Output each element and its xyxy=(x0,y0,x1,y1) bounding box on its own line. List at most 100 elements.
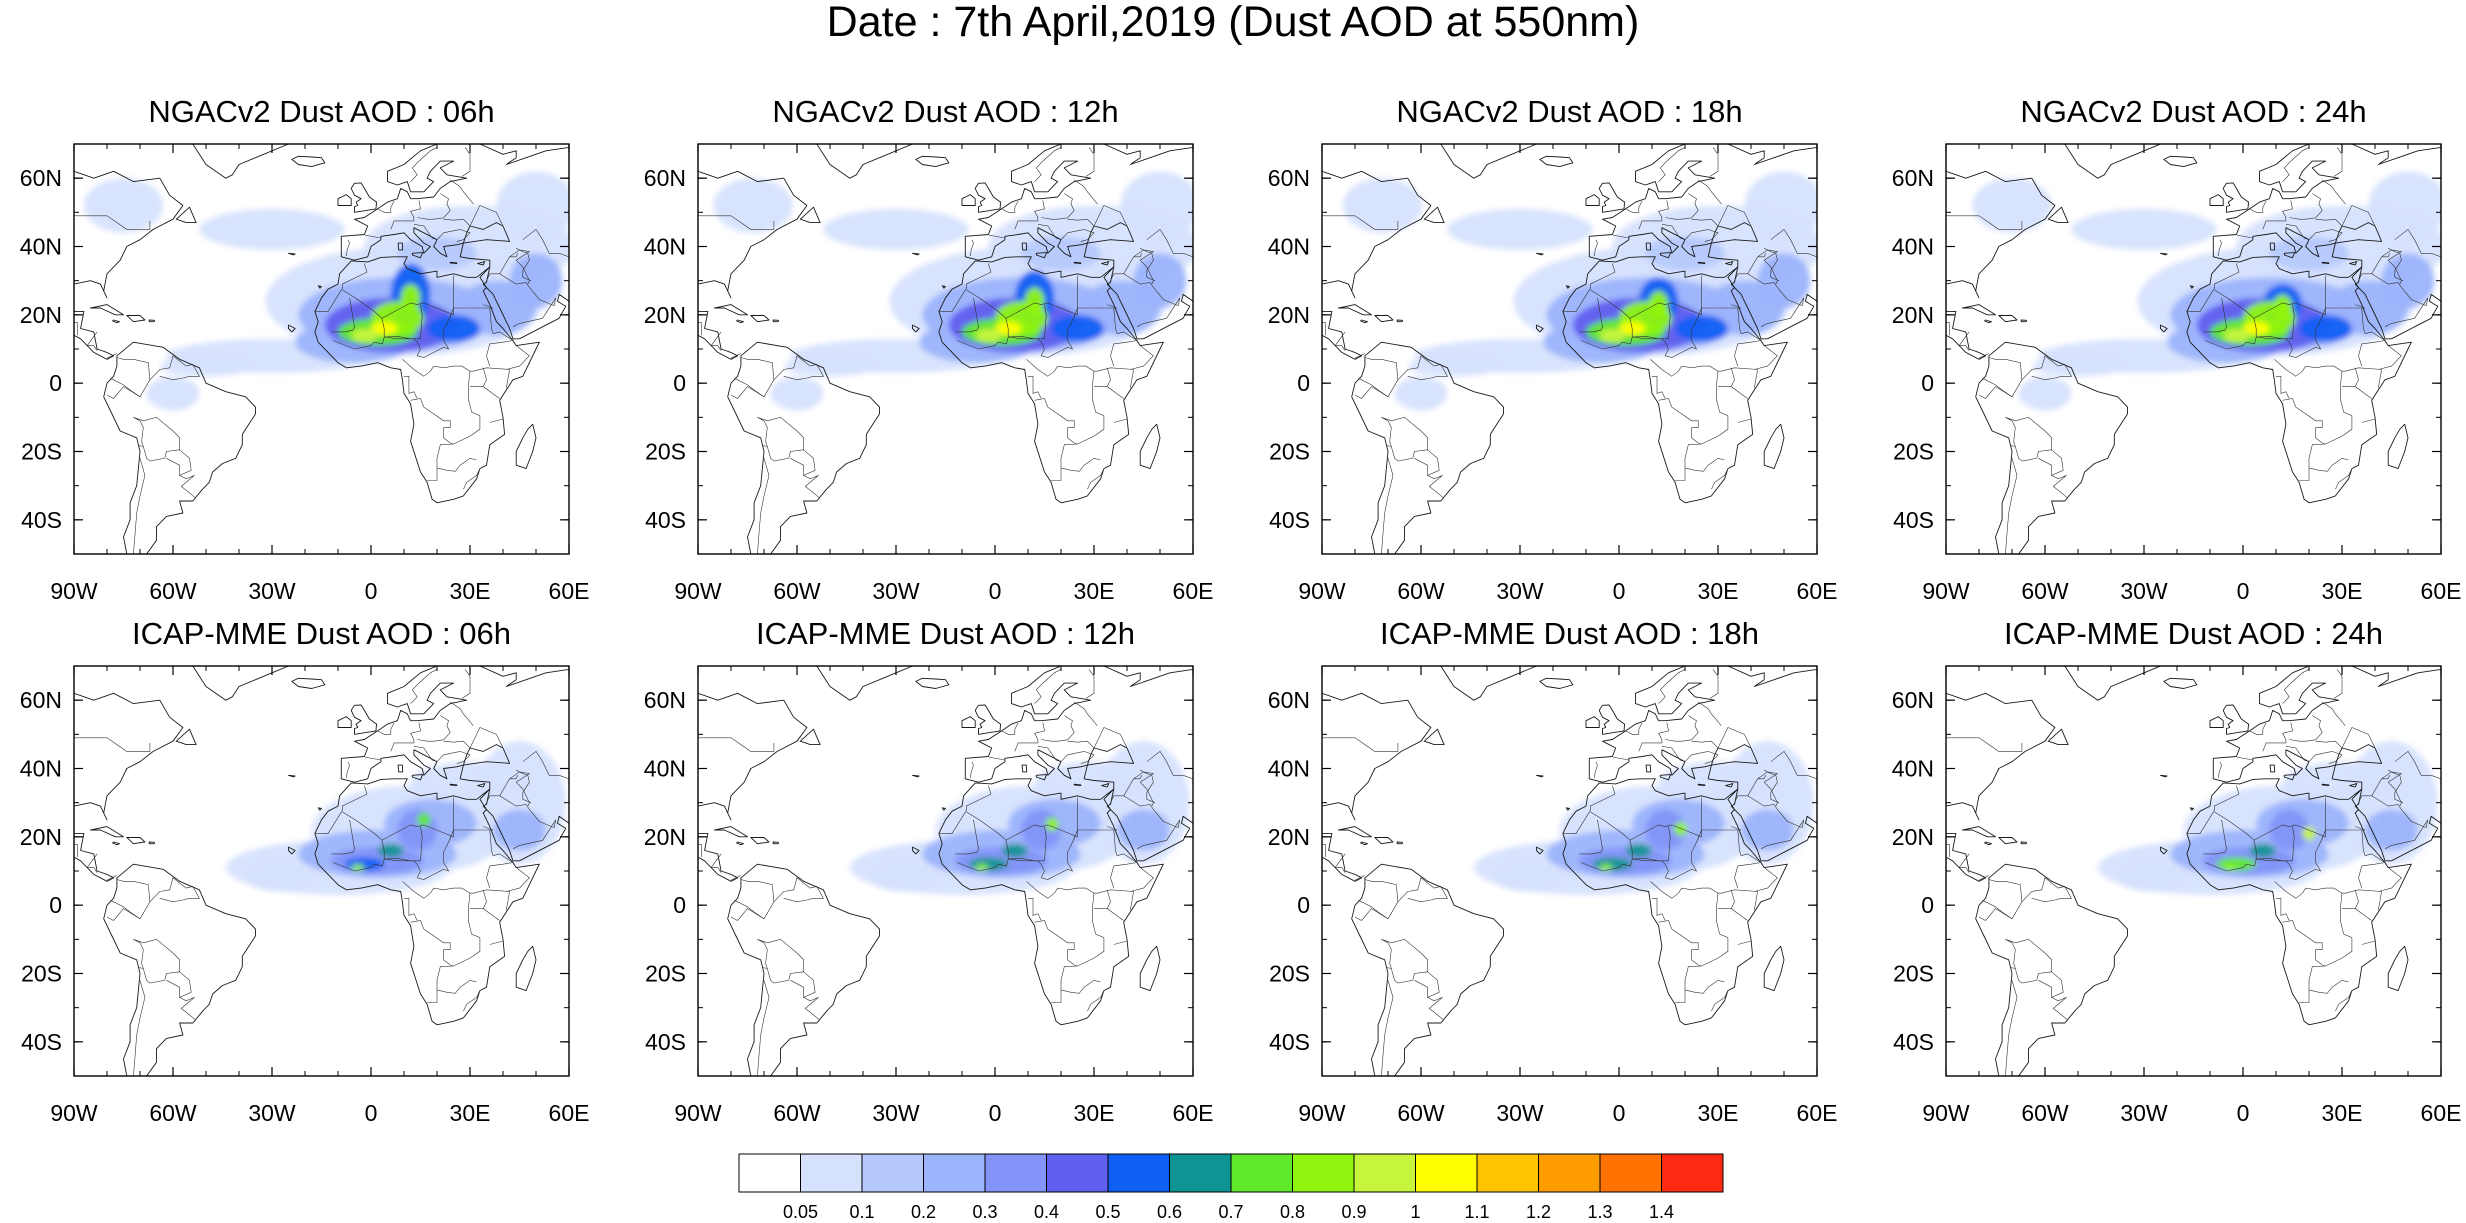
dust-aod-field xyxy=(1972,171,2441,411)
lat-tick-label: 0 xyxy=(673,370,686,396)
lon-tick-label: 90W xyxy=(1298,1100,1346,1126)
lat-tick-label: 20N xyxy=(20,302,62,328)
lon-tick-label: 60E xyxy=(1797,1100,1838,1126)
dust-aod-field xyxy=(2097,741,2438,895)
colorbar-swatch xyxy=(1538,1153,1601,1193)
colorbar-tick-label: 1.1 xyxy=(1464,1202,1490,1222)
lon-tick-label: 60W xyxy=(2021,1100,2069,1126)
lon-tick-label: 30W xyxy=(872,578,920,604)
lon-tick-label: 60W xyxy=(2021,578,2069,604)
lon-tick-label: 60W xyxy=(773,578,821,604)
coastlines xyxy=(698,144,1193,554)
lat-tick-label: 40N xyxy=(1892,756,1934,782)
lon-tick-label: 90W xyxy=(1922,578,1970,604)
lon-tick-label: 30W xyxy=(872,1100,920,1126)
lon-tick-label: 90W xyxy=(1298,578,1346,604)
country-borders xyxy=(74,669,569,1076)
coastlines xyxy=(1946,666,2441,1076)
lat-tick-label: 0 xyxy=(1297,892,1310,918)
colorbar-tick-label: 0.4 xyxy=(1033,1202,1060,1222)
lon-tick-label: 90W xyxy=(50,1100,98,1126)
colorbar-tick-label: 0.5 xyxy=(1095,1202,1121,1222)
colorbar-tick-label: 0.05 xyxy=(782,1202,819,1222)
country-borders xyxy=(1322,669,1817,1076)
panel-title: NGACv2 Dust AOD : 24h xyxy=(2020,94,2366,129)
lat-tick-label: 20N xyxy=(644,824,686,850)
lon-tick-label: 90W xyxy=(1922,1100,1970,1126)
lat-tick-label: 20N xyxy=(1268,302,1310,328)
panel-title: ICAP-MME Dust AOD : 18h xyxy=(1380,616,1759,651)
colorbar-swatch xyxy=(923,1153,986,1193)
country-borders xyxy=(698,147,1193,554)
colorbar-swatch xyxy=(1661,1153,1724,1193)
lat-tick-label: 20N xyxy=(20,824,62,850)
lon-tick-label: 30E xyxy=(1698,578,1739,604)
lon-tick-label: 0 xyxy=(1613,578,1626,604)
colorbar-swatch xyxy=(984,1153,1047,1193)
lon-tick-label: 0 xyxy=(989,578,1002,604)
map-panel-icap-18h: ICAP-MME Dust AOD : 18h 90W 60W 30W 0 30E 60E 6… xyxy=(1268,616,1838,1126)
dust-aod-field xyxy=(713,171,1193,411)
lat-tick-label: 60N xyxy=(1268,687,1310,713)
coastlines xyxy=(74,144,569,554)
lat-tick-label: 20S xyxy=(645,439,686,465)
colorbar-swatch xyxy=(738,1153,801,1193)
lat-tick-label: 60N xyxy=(20,687,62,713)
colorbar-tick-label: 0.3 xyxy=(972,1202,998,1222)
lat-tick-label: 20S xyxy=(21,439,62,465)
colorbar-tick-label: 0.1 xyxy=(849,1202,875,1222)
lat-tick-label: 0 xyxy=(49,370,62,396)
lat-tick-label: 40S xyxy=(21,1029,62,1055)
panel-title: ICAP-MME Dust AOD : 24h xyxy=(2004,616,2383,651)
lat-tick-label: 40N xyxy=(1892,234,1934,260)
lon-tick-label: 30W xyxy=(1496,1100,1544,1126)
colorbar-tick-label: 0.6 xyxy=(1156,1202,1183,1222)
lat-tick-label: 60N xyxy=(20,165,62,191)
lon-tick-label: 60W xyxy=(773,1100,821,1126)
dust-aod-field xyxy=(1473,741,1814,895)
lon-tick-label: 60E xyxy=(1797,578,1838,604)
colorbar-tick-label: 0.9 xyxy=(1341,1202,1367,1222)
lat-tick-label: 40N xyxy=(20,756,62,782)
lon-tick-label: 0 xyxy=(365,578,378,604)
lat-tick-label: 40S xyxy=(21,507,62,533)
colorbar-tick-label: 1 xyxy=(1410,1202,1421,1222)
lon-tick-label: 60E xyxy=(2421,578,2462,604)
lat-tick-label: 40N xyxy=(644,756,686,782)
lat-tick-label: 40S xyxy=(1893,507,1934,533)
lon-tick-label: 60E xyxy=(549,1100,590,1126)
colorbar xyxy=(738,1153,1724,1193)
colorbar-tick-label: 0.8 xyxy=(1279,1202,1306,1222)
map-panel-icap-6h: ICAP-MME Dust AOD : 06h 90W 60W 30W 0 30E 60E 6… xyxy=(20,616,590,1126)
colorbar-tick-label: 1.4 xyxy=(1648,1202,1675,1222)
lat-tick-label: 20N xyxy=(644,302,686,328)
lat-tick-label: 40N xyxy=(20,234,62,260)
lat-tick-label: 20S xyxy=(1269,439,1310,465)
colorbar-swatch xyxy=(1107,1153,1170,1193)
lon-tick-label: 0 xyxy=(989,1100,1002,1126)
panel-title: NGACv2 Dust AOD : 18h xyxy=(1396,94,1742,129)
colorbar-swatch xyxy=(800,1153,863,1193)
lon-tick-label: 60W xyxy=(149,1100,197,1126)
lon-tick-label: 30W xyxy=(248,578,296,604)
lat-tick-label: 20S xyxy=(1269,961,1310,987)
lon-tick-label: 30E xyxy=(450,1100,491,1126)
lat-tick-label: 20N xyxy=(1268,824,1310,850)
colorbar-swatch xyxy=(1476,1153,1539,1193)
colorbar-swatch xyxy=(1046,1153,1109,1193)
lon-tick-label: 60E xyxy=(2421,1100,2462,1126)
lon-tick-label: 60E xyxy=(549,578,590,604)
lat-tick-label: 0 xyxy=(49,892,62,918)
country-borders xyxy=(1946,669,2441,1076)
lat-tick-label: 40S xyxy=(645,507,686,533)
panel-title: NGACv2 Dust AOD : 06h xyxy=(148,94,494,129)
colorbar-swatch xyxy=(1599,1153,1662,1193)
country-borders xyxy=(1946,147,2441,554)
lon-tick-label: 60E xyxy=(1173,1100,1214,1126)
lon-tick-label: 60W xyxy=(149,578,197,604)
lon-tick-label: 30W xyxy=(248,1100,296,1126)
colorbar-swatch xyxy=(1353,1153,1416,1193)
figure-panels: NGACv2 Dust AOD : 06h 90W 60W 30W 0 30E 60E 60N… xyxy=(20,94,2462,1126)
lat-tick-label: 40N xyxy=(1268,756,1310,782)
lat-tick-label: 20S xyxy=(645,961,686,987)
